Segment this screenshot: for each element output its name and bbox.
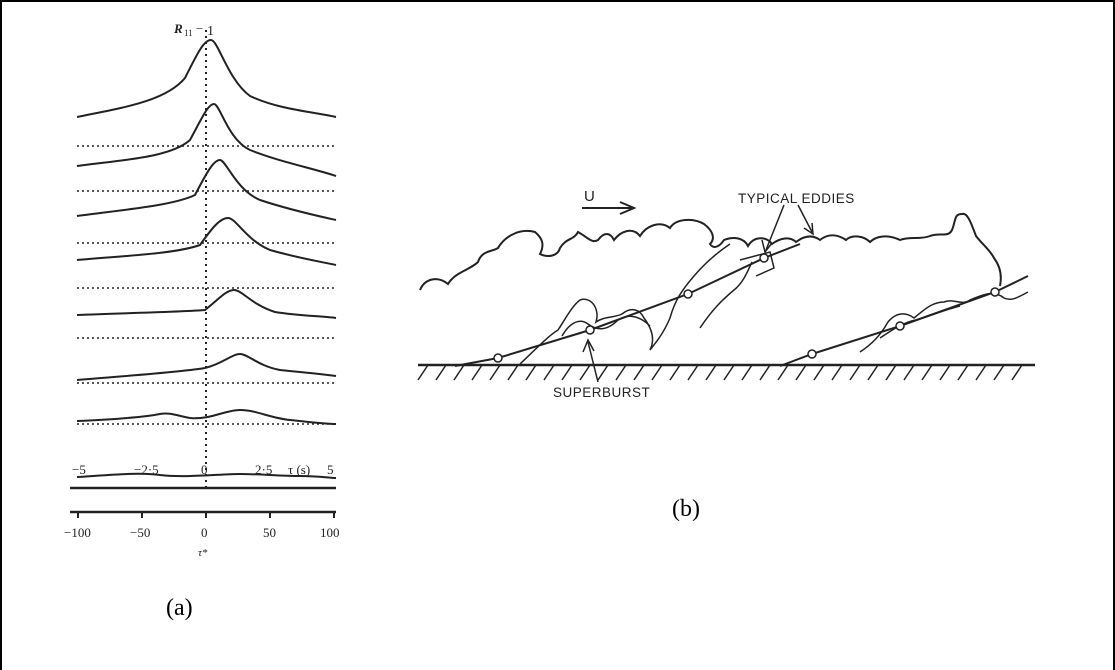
bottom-axis-label: τ* [198,547,208,559]
caption-b: (b) [672,496,700,522]
top-tick-label-3: 0 [201,462,208,477]
bottom-tick-label-3: 0 [201,525,208,540]
eddy-outline-4 [859,291,1029,353]
bottom-tick-label-1: −100 [64,525,91,540]
bottom-axis-ticks [77,512,335,518]
baselines [77,145,336,425]
boundary-layer-edge [419,212,1002,291]
bottom-tick-label-4: 50 [263,525,276,540]
eddies-leader-2 [797,204,813,233]
eddy-outline-1 [519,243,731,365]
eddies-label: TYPICAL EDDIES [738,191,855,206]
correlation-curve-3 [76,158,337,221]
eddies-leader-2-head [803,222,814,236]
superburst-leader-head [582,338,595,353]
ylabel-subscript: 11 [184,28,193,38]
panel-a-correlation-plot [70,30,337,518]
top-tick-label-2: −2·5 [134,462,159,477]
flow-label: U [584,188,595,205]
top-tick-label-1: −5 [72,462,86,477]
peak-label: 1 [207,24,214,39]
panel-b-boundary-layer-sketch [417,201,1035,383]
top-tick-label-4: 2·5 [255,462,272,477]
superburst-leader [587,341,599,383]
panel-a-labels: R 11 − 1 −5 −2·5 0 2·5 τ (s) 5 −100 −50 … [64,21,340,559]
panel-b-labels: U TYPICAL EDDIES SUPERBURST [553,188,855,400]
eddy-outline-2 [561,315,651,337]
correlation-curve-7 [76,408,337,425]
inclined-structure-2-line [779,275,1029,367]
top-tick-label-5: 5 [327,462,334,477]
superburst-label: SUPERBURST [553,385,650,400]
correlation-curve-5 [76,288,337,319]
correlation-curve-2 [76,102,337,177]
bubble-markers [493,253,1000,363]
caption-a: (a) [166,595,193,621]
bottom-tick-label-2: −50 [130,525,150,540]
eddy-outline-5 [879,305,961,339]
eddies-leader-1 [765,204,785,251]
correlation-curve-6 [76,352,337,381]
eddy-lip [739,251,775,277]
eddies-leader-1-head [761,239,773,254]
top-axis-label: τ (s) [288,462,310,477]
ylabel: R [173,21,183,36]
correlation-curve-8 [76,472,337,479]
correlation-curve-4 [76,216,337,266]
eddy-outline-3 [699,261,753,329]
correlation-curve-1 [76,38,337,118]
inclined-structure-1-line [454,243,801,367]
ylabel-equals: − [196,21,203,36]
wall-hatching [417,364,1023,381]
bottom-tick-label-5: 100 [320,525,340,540]
flow-arrowhead [619,201,637,215]
